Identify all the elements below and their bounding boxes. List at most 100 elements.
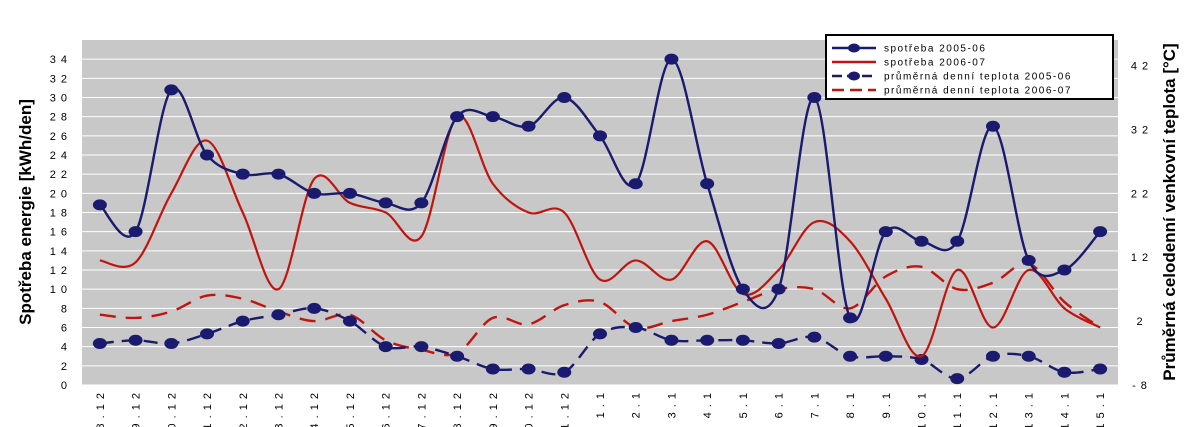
x-tick-label: 1 3 . 1	[1024, 392, 1036, 427]
x-tick-label: 2 8 . 1 2	[452, 392, 464, 427]
data-point	[843, 350, 858, 362]
x-tick-label: 7 . 1	[809, 392, 821, 418]
x-tick-label: 3 0 . 1 2	[524, 392, 536, 427]
x-tick-label: 2 1 . 1 2	[202, 392, 214, 427]
y-tick-label: 1 0	[50, 284, 68, 296]
data-point	[378, 341, 393, 353]
x-tick-label: 1 1 . 1	[952, 392, 964, 427]
data-point	[1057, 366, 1072, 378]
data-point	[771, 283, 786, 295]
y-tick-label: 2 2	[50, 169, 68, 181]
x-tick-label: 1 9 . 1 2	[131, 392, 143, 427]
data-point	[628, 178, 643, 190]
x-tick-label: 2 6 . 1 2	[381, 392, 393, 427]
data-point	[164, 337, 179, 349]
data-point	[128, 334, 143, 346]
data-point	[1021, 350, 1036, 362]
x-tick-label: 1 2 . 1	[988, 392, 1000, 427]
legend-marker	[848, 43, 860, 53]
y2-tick-label: 1 2	[1131, 252, 1149, 264]
data-point	[450, 111, 465, 123]
x-tick-label: 2 3 . 1 2	[273, 392, 285, 427]
legend-label: spotřeba 2005-06	[884, 44, 986, 55]
data-point	[271, 309, 286, 321]
y-tick-label: 1 2	[50, 265, 68, 277]
data-point	[414, 197, 429, 209]
x-tick-label: 8 . 1	[845, 392, 857, 418]
y-tick-label: 3 2	[50, 73, 68, 85]
data-point	[200, 149, 215, 161]
data-point	[950, 373, 965, 385]
data-point	[735, 334, 750, 346]
data-point	[593, 130, 607, 142]
x-tick-label: 1 0 . 1	[917, 392, 929, 427]
x-tick-label: 2 9 . 1 2	[488, 392, 500, 427]
data-point	[950, 235, 965, 247]
data-point	[664, 53, 679, 65]
data-point	[342, 315, 357, 327]
data-point	[700, 178, 715, 190]
data-point	[92, 199, 107, 211]
data-point	[92, 337, 107, 349]
data-point	[307, 302, 322, 314]
x-tick-label: 3 1 . 1 2	[559, 392, 571, 427]
data-point	[628, 322, 643, 333]
y-tick-label: 2 4	[50, 150, 68, 162]
y2-tick-label: 2	[1136, 316, 1143, 328]
x-tick-label: 9 . 1	[881, 392, 893, 418]
y-tick-label: 2 6	[50, 131, 68, 143]
y-tick-label: 6	[61, 323, 68, 335]
y2-tick-label: 4 2	[1131, 61, 1149, 73]
y-tick-label: 8	[61, 303, 68, 315]
legend-label: průměrná denní teplota 2005-06	[884, 71, 1072, 83]
series-line	[99, 114, 1101, 358]
x-tick-label: 3 . 1	[666, 392, 678, 418]
data-point	[700, 334, 715, 346]
data-point	[414, 341, 429, 353]
y-tick-label: 1 4	[50, 246, 68, 258]
legend: spotřeba 2005-06 spotřeba 2006-07 průměrná…	[825, 34, 1114, 100]
y2-axis-ticks: - 8 2 1 2 2 2 3 2 4 2	[1131, 61, 1149, 392]
data-point	[593, 328, 607, 340]
x-tick-label: 2 . 1	[631, 392, 643, 418]
data-point	[878, 226, 893, 238]
data-point	[914, 235, 929, 247]
data-point	[164, 84, 179, 96]
data-point	[1093, 363, 1108, 375]
data-point	[807, 92, 822, 103]
y2-tick-label: 3 2	[1131, 124, 1149, 136]
x-tick-label: 2 5 . 1 2	[345, 392, 357, 427]
data-point	[843, 312, 858, 324]
data-point	[521, 363, 536, 375]
data-point	[735, 283, 750, 295]
y-tick-label: 4	[61, 342, 68, 354]
x-tick-label: 2 7 . 1 2	[416, 392, 428, 427]
data-point	[271, 168, 286, 180]
data-point	[1093, 226, 1108, 238]
data-point	[307, 187, 322, 199]
y-tick-label: 2	[61, 361, 68, 373]
x-tick-label: 2 4 . 1 2	[309, 392, 321, 427]
data-point	[521, 120, 536, 132]
y2-tick-label: 2 2	[1131, 188, 1149, 200]
legend-label: průměrná denní teplota 2006-07	[884, 85, 1072, 97]
series-line	[99, 262, 1101, 357]
legend-label: spotřeba 2006-07	[884, 58, 986, 69]
y-tick-label: 0	[61, 380, 68, 392]
data-point	[342, 187, 357, 199]
data-point	[664, 334, 679, 346]
data-point	[1057, 264, 1072, 276]
x-tick-label: 6 . 1	[774, 392, 786, 418]
data-point	[450, 350, 465, 362]
data-point	[128, 226, 143, 238]
x-tick-label: 2 0 . 1 2	[166, 392, 178, 427]
series-group	[92, 53, 1108, 385]
data-point	[985, 120, 1000, 132]
x-tick-label: 2 2 . 1 2	[238, 392, 250, 427]
data-point	[485, 111, 500, 123]
x-tick-label: 4 . 1	[702, 392, 714, 418]
x-tick-label: 5 . 1	[738, 392, 750, 418]
data-point	[878, 350, 893, 362]
legend-box	[825, 34, 1114, 100]
